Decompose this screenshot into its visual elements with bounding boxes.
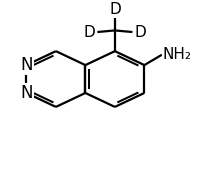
- Text: N: N: [20, 56, 33, 74]
- Text: D: D: [109, 2, 121, 17]
- Text: N: N: [20, 84, 33, 102]
- Text: NH₂: NH₂: [163, 47, 192, 62]
- Text: D: D: [134, 24, 146, 40]
- Text: D: D: [84, 24, 95, 40]
